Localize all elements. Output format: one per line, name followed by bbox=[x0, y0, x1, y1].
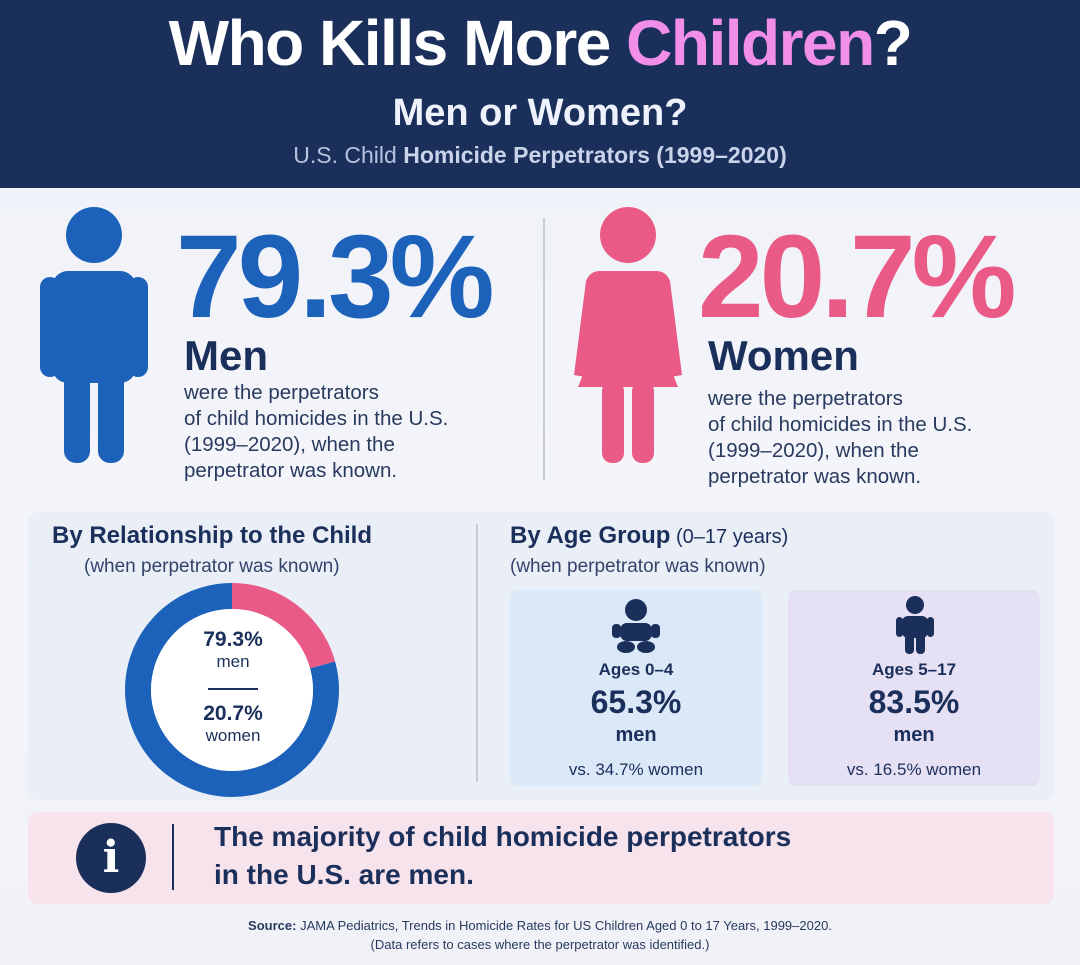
women-desc-line: (1999–2020), when the bbox=[708, 439, 919, 462]
page-subtitle: Men or Women? bbox=[392, 92, 688, 134]
key-finding-line: The majority of child homicide perpetrat… bbox=[214, 821, 792, 852]
age-card-men-pct: 65.3% bbox=[590, 684, 682, 720]
key-finding-banner bbox=[28, 812, 1054, 904]
key-finding-text: The majority of child homicide perpetrat… bbox=[214, 818, 974, 894]
donut-separator bbox=[208, 688, 258, 690]
panel-divider bbox=[476, 524, 478, 782]
donut-hole bbox=[151, 609, 313, 771]
male-figure-icon bbox=[40, 207, 148, 463]
donut-women-pct: 20.7% bbox=[203, 702, 263, 725]
title-accent: Children bbox=[626, 7, 875, 79]
stats-divider bbox=[543, 218, 545, 480]
caption-prefix: U.S. Child bbox=[293, 142, 397, 168]
caption-main: Homicide Perpetrators (1999–2020) bbox=[396, 142, 787, 168]
women-label: Women bbox=[708, 332, 859, 379]
age-card-women-comparison: vs. 16.5% women bbox=[846, 760, 982, 779]
header-banner: Who Kills More Children? Men or Women? U… bbox=[0, 0, 1080, 188]
age-card-5-17: Ages 5–17 83.5% men vs. 16.5% women bbox=[788, 590, 1040, 786]
donut-men-label: men bbox=[216, 652, 250, 671]
donut-slice-men bbox=[125, 583, 339, 797]
source-note: (Data refers to cases where the perpetra… bbox=[370, 937, 710, 952]
age-card-label: Ages 0–4 bbox=[598, 660, 674, 679]
donut-ring bbox=[125, 583, 339, 797]
women-desc-line: were the perpetrators bbox=[708, 387, 903, 410]
relationship-heading: By Relationship to the Child bbox=[52, 522, 373, 549]
donut-slice-women bbox=[231, 583, 336, 669]
men-desc-line: perpetrator was known. bbox=[184, 459, 398, 482]
age-card-men-label: men bbox=[893, 724, 935, 746]
female-figure-icon bbox=[574, 207, 682, 463]
donut-women-text: 20.7% women bbox=[173, 702, 293, 746]
info-divider bbox=[172, 824, 174, 890]
age-heading: By Age Group (0–17 years) bbox=[510, 522, 788, 550]
page-caption: U.S. Child Homicide Perpetrators (1999–2… bbox=[0, 142, 1080, 169]
child-icon bbox=[896, 596, 934, 654]
age-heading-text: By Age Group bbox=[510, 522, 671, 549]
men-label: Men bbox=[184, 332, 268, 379]
women-desc-line: of child homicides in the U.S. bbox=[708, 413, 973, 436]
age-subheading: (when perpetrator was known) bbox=[510, 556, 766, 577]
source-label: Source: bbox=[248, 918, 297, 933]
women-description: were the perpetrators of child homicides… bbox=[708, 386, 1038, 490]
source-citation: Source: JAMA Pediatrics, Trends in Homic… bbox=[0, 918, 1080, 933]
donut-men-text: 79.3% men bbox=[173, 628, 293, 672]
men-desc-line: were the perpetrators bbox=[184, 381, 379, 404]
men-description: were the perpetrators of child homicides… bbox=[184, 380, 514, 484]
men-desc-line: (1999–2020), when the bbox=[184, 433, 395, 456]
relationship-donut-chart bbox=[125, 583, 339, 797]
men-desc-line: of child homicides in the U.S. bbox=[184, 407, 449, 430]
info-icon: i bbox=[76, 823, 146, 893]
age-card-women-comparison: vs. 34.7% women bbox=[568, 760, 704, 779]
title-question-mark: ? bbox=[873, 7, 913, 79]
age-card-men-label: men bbox=[615, 724, 657, 746]
key-finding-line: in the U.S. are men. bbox=[214, 859, 474, 890]
source-text: JAMA Pediatrics, Trends in Homicide Rate… bbox=[296, 918, 832, 933]
title-text: Who Kills More bbox=[168, 7, 627, 79]
donut-men-pct: 79.3% bbox=[203, 628, 263, 651]
donut-women-label: women bbox=[205, 726, 261, 745]
women-percentage: 20.7% bbox=[698, 211, 1017, 343]
age-heading-range: (0–17 years) bbox=[670, 526, 789, 548]
age-card-0-4: Ages 0–4 65.3% men vs. 34.7% women bbox=[510, 590, 762, 786]
age-card-men-pct: 83.5% bbox=[868, 684, 960, 720]
page-title: Who Kills More Children? bbox=[0, 6, 1080, 80]
age-card-label: Ages 5–17 bbox=[871, 660, 957, 679]
women-desc-line: perpetrator was known. bbox=[708, 465, 922, 488]
baby-icon bbox=[612, 599, 660, 653]
men-percentage: 79.3% bbox=[176, 211, 495, 343]
relationship-subheading: (when perpetrator was known) bbox=[84, 556, 340, 577]
